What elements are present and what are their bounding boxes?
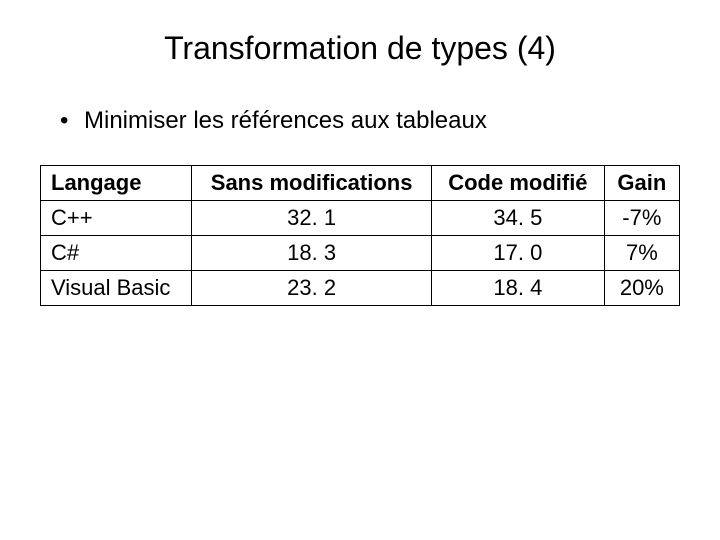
cell-gain: 20%: [604, 271, 679, 306]
col-header-modified: Code modifié: [432, 166, 605, 201]
table-row: C++ 32. 1 34. 5 -7%: [41, 201, 680, 236]
cell-gain: 7%: [604, 236, 679, 271]
cell-language: Visual Basic: [41, 271, 192, 306]
cell-unmodified: 18. 3: [192, 236, 432, 271]
cell-modified: 17. 0: [432, 236, 605, 271]
bullet-item: Minimiser les références aux tableaux: [60, 107, 680, 135]
cell-modified: 18. 4: [432, 271, 605, 306]
slide-title: Transformation de types (4): [40, 30, 680, 67]
col-header-gain: Gain: [604, 166, 679, 201]
bullet-list: Minimiser les références aux tableaux: [40, 107, 680, 135]
cell-unmodified: 23. 2: [192, 271, 432, 306]
cell-language: C#: [41, 236, 192, 271]
cell-modified: 34. 5: [432, 201, 605, 236]
col-header-language: Langage: [41, 166, 192, 201]
cell-gain: -7%: [604, 201, 679, 236]
col-header-unmodified: Sans modifications: [192, 166, 432, 201]
table-header-row: Langage Sans modifications Code modifié …: [41, 166, 680, 201]
performance-table: Langage Sans modifications Code modifié …: [40, 165, 680, 306]
cell-unmodified: 32. 1: [192, 201, 432, 236]
table-row: C# 18. 3 17. 0 7%: [41, 236, 680, 271]
table-row: Visual Basic 23. 2 18. 4 20%: [41, 271, 680, 306]
cell-language: C++: [41, 201, 192, 236]
